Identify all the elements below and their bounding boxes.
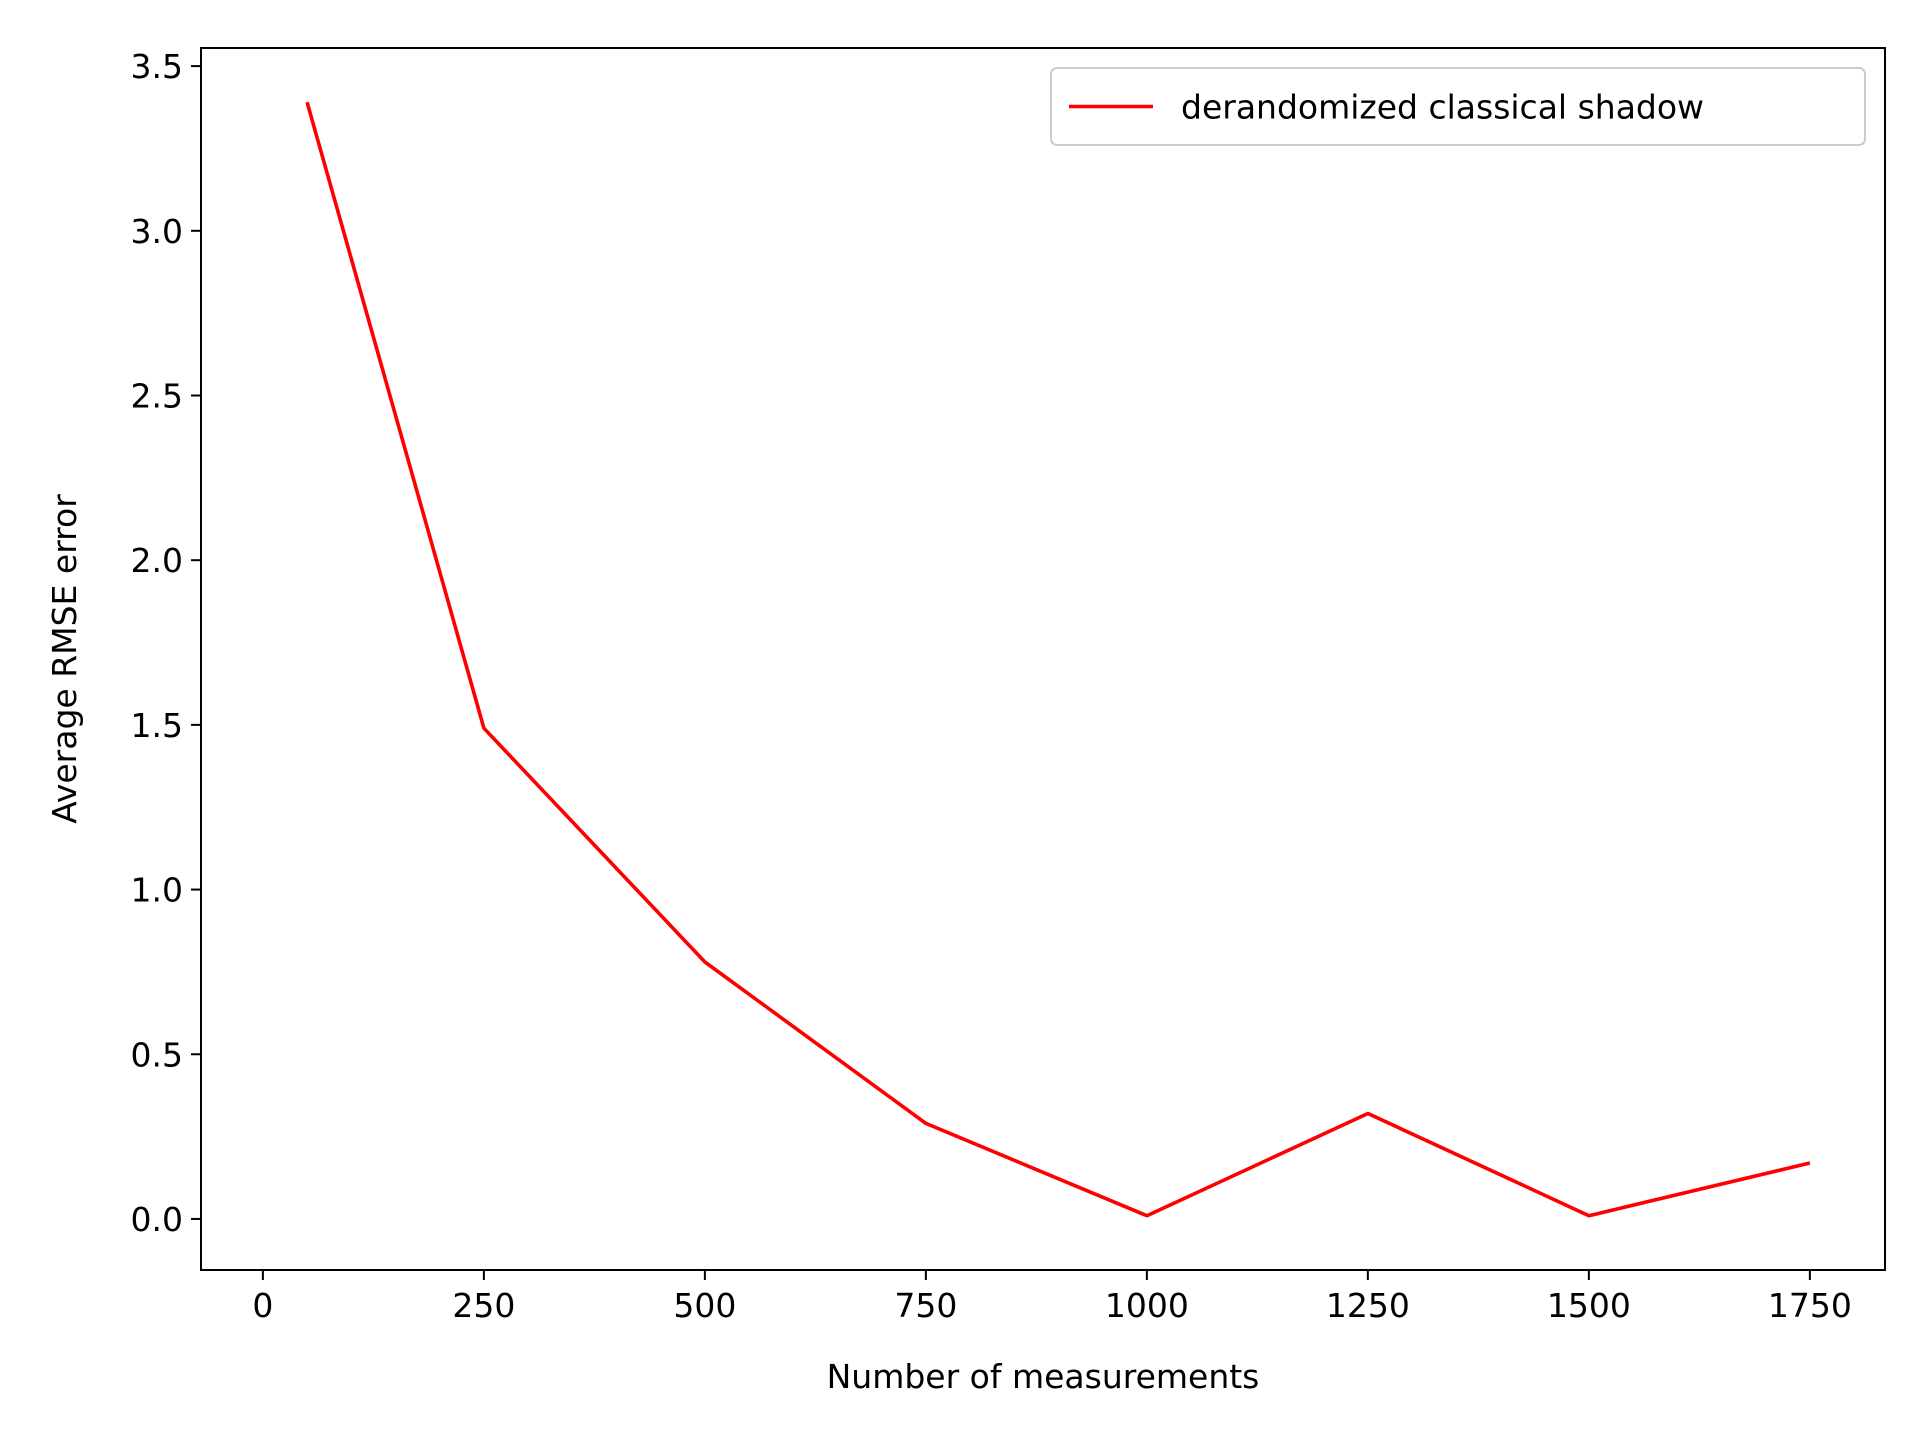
x-tick-label: 0 [252, 1286, 273, 1325]
y-tick-label: 3.5 [131, 47, 183, 86]
y-tick-label: 0.5 [131, 1035, 183, 1074]
x-tick-label: 1250 [1326, 1286, 1410, 1325]
x-tick-label: 1500 [1547, 1286, 1631, 1325]
y-tick-label: 1.5 [131, 706, 183, 745]
x-tick-label: 750 [894, 1286, 957, 1325]
y-tick-label: 3.0 [131, 212, 183, 251]
y-tick-label: 2.5 [131, 376, 183, 415]
x-axis-label: Number of measurements [827, 1357, 1260, 1396]
axes-frame [200, 47, 1886, 1271]
legend-box [1050, 67, 1866, 146]
legend: derandomized classical shadow [1050, 67, 1866, 146]
y-axis: 0.0 0.5 1.0 1.5 2.0 2.5 3.0 3.5 [131, 47, 201, 1239]
x-tick-label: 1750 [1768, 1286, 1852, 1325]
series-layer [305, 101, 1811, 1218]
x-tick-label: 500 [673, 1286, 736, 1325]
x-axis: 0 250 500 750 1000 1250 1500 1750 [252, 1270, 1852, 1325]
y-tick-label: 2.0 [131, 541, 183, 580]
legend-entry-label: derandomized classical shadow [1181, 88, 1704, 127]
y-tick-label: 1.0 [131, 871, 183, 910]
x-tick-label: 250 [452, 1286, 515, 1325]
series-line [305, 101, 1811, 1218]
y-tick-label: 0.0 [131, 1200, 183, 1239]
x-tick-label: 1000 [1105, 1286, 1189, 1325]
y-axis-label: Average RMSE error [45, 494, 84, 824]
